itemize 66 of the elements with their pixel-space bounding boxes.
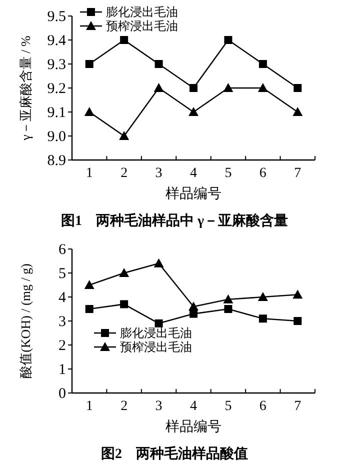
point xyxy=(84,107,94,116)
point xyxy=(224,36,232,44)
point xyxy=(224,305,232,313)
x-axis-title: 样品编号 xyxy=(166,186,222,202)
x-tick-label: 7 xyxy=(294,399,302,414)
point xyxy=(188,302,198,311)
y-tick-label: 9.1 xyxy=(47,105,66,121)
x-tick-label: 7 xyxy=(294,166,302,181)
point xyxy=(223,294,234,304)
x-tick-label: 3 xyxy=(155,399,162,414)
x-tick-label: 2 xyxy=(120,399,128,414)
x-tick-label: 6 xyxy=(259,399,266,414)
point xyxy=(292,290,303,299)
y-tick-label: 3 xyxy=(58,314,66,330)
point xyxy=(188,107,198,116)
x-tick-label: 1 xyxy=(86,166,93,181)
y-tick-label: 9.3 xyxy=(47,57,66,73)
point xyxy=(119,131,130,140)
y-tick-label: 9.5 xyxy=(47,9,66,25)
x-tick-label: 6 xyxy=(259,166,266,181)
x-axis-title: 样品编号 xyxy=(166,419,222,435)
point xyxy=(120,36,128,44)
point xyxy=(258,292,268,301)
x-tick-label: 4 xyxy=(190,166,197,181)
point xyxy=(154,258,164,268)
y-tick-label: 0 xyxy=(58,386,66,402)
point xyxy=(294,84,302,92)
x-tick-label: 4 xyxy=(190,399,197,414)
y-axis-title: 酸值(KOH) / (mg / g) xyxy=(18,264,33,378)
point xyxy=(258,314,267,323)
point xyxy=(154,319,163,328)
x-tick-label: 5 xyxy=(224,399,232,414)
point xyxy=(294,317,302,325)
point xyxy=(85,305,94,313)
legend-label: 膨化浸出毛油 xyxy=(120,326,192,340)
x-tick-label: 3 xyxy=(155,166,162,181)
y-tick-label: 9.0 xyxy=(47,129,66,145)
point xyxy=(120,300,128,308)
point xyxy=(84,280,94,289)
legend-label: 膨化浸出毛油 xyxy=(106,5,178,19)
point xyxy=(258,60,267,68)
point xyxy=(190,84,198,92)
point xyxy=(85,60,94,68)
point xyxy=(292,107,303,116)
y-tick-label: 9.4 xyxy=(47,33,66,49)
text: 图1 两种毛油样品中 γ－亚麻酸含量 xyxy=(60,212,288,229)
point xyxy=(258,83,268,92)
x-tick-label: 2 xyxy=(120,166,128,181)
x-tick-label: 5 xyxy=(224,166,232,181)
legend-label: 预榨浸出毛油 xyxy=(106,19,178,33)
y-tick-label: 1 xyxy=(58,362,66,378)
point xyxy=(223,83,234,92)
y-tick-label: 2 xyxy=(58,338,66,354)
point xyxy=(190,310,198,318)
point xyxy=(154,60,163,68)
x-tick-label: 1 xyxy=(86,399,93,414)
point xyxy=(119,268,130,277)
y-axis-title: γ－亚麻酸含量 / % xyxy=(18,35,33,142)
y-tick-label: 9.2 xyxy=(47,81,66,97)
y-tick-label: 6 xyxy=(58,242,66,258)
y-tick-label: 8.9 xyxy=(47,153,66,169)
legend-label: 预榨浸出毛油 xyxy=(120,340,192,354)
y-tick-label: 5 xyxy=(58,266,66,282)
point xyxy=(154,83,164,92)
y-tick-label: 4 xyxy=(58,290,66,306)
text: 图2 两种毛油样品酸值 xyxy=(101,445,248,462)
